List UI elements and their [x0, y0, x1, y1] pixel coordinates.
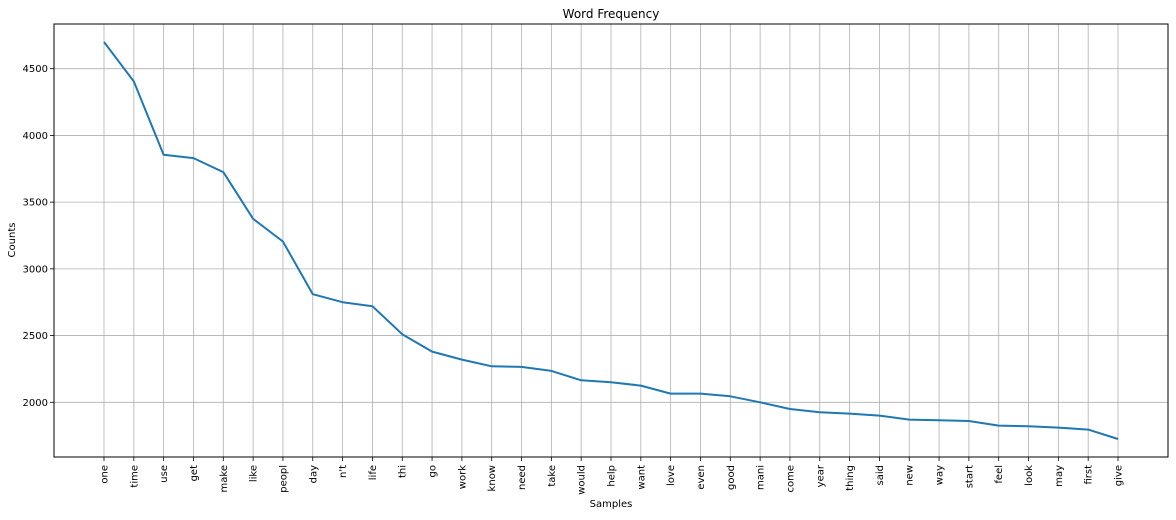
- x-tick-label: start: [964, 465, 975, 488]
- y-tick-label: 4500: [23, 64, 48, 75]
- x-tick-label: good: [726, 465, 737, 490]
- x-tick-label: day: [308, 465, 319, 483]
- x-tick-label: n't: [338, 465, 349, 478]
- y-axis-label: Counts: [7, 223, 18, 258]
- x-tick-label: use: [159, 465, 170, 483]
- x-tick-label: feel: [994, 465, 1005, 484]
- x-tick-label: first: [1084, 465, 1095, 485]
- x-tick-label: thing: [845, 465, 856, 491]
- x-tick-label: mani: [756, 465, 767, 490]
- x-tick-label: year: [815, 464, 826, 487]
- x-tick-label: make: [219, 465, 230, 492]
- x-tick-label: peopl: [278, 465, 289, 493]
- y-tick-label: 4000: [23, 131, 48, 142]
- x-tick-label: life: [368, 465, 379, 480]
- x-tick-label: thi: [398, 465, 409, 478]
- x-axis-ticks: one time use get make like peopl day n't life thi g…: [100, 457, 1125, 495]
- grid: [54, 24, 1168, 457]
- x-tick-label: would: [577, 465, 588, 495]
- chart-title: Word Frequency: [563, 7, 660, 21]
- y-axis-ticks: 2000 2500 3000 3500 4000 4500: [23, 64, 54, 409]
- x-tick-label: give: [1114, 465, 1125, 486]
- x-tick-label: like: [249, 465, 260, 482]
- y-tick-label: 3000: [23, 264, 48, 275]
- x-tick-label: new: [905, 465, 916, 486]
- x-tick-label: know: [487, 465, 498, 491]
- x-tick-label: love: [666, 465, 677, 486]
- y-tick-label: 2000: [23, 398, 48, 409]
- y-tick-label: 2500: [23, 331, 48, 342]
- x-tick-label: look: [1024, 465, 1035, 486]
- y-tick-label: 3500: [23, 198, 48, 209]
- x-tick-label: way: [935, 465, 946, 485]
- x-tick-label: get: [189, 465, 200, 482]
- x-tick-label: said: [875, 465, 886, 485]
- x-tick-label: may: [1054, 465, 1065, 487]
- x-tick-label: want: [636, 465, 647, 490]
- x-tick-label: come: [785, 465, 796, 493]
- x-tick-label: help: [607, 465, 618, 487]
- x-tick-label: even: [696, 465, 707, 490]
- x-tick-label: need: [517, 465, 528, 490]
- x-tick-label: time: [129, 465, 140, 488]
- x-axis-label: Samples: [590, 499, 633, 510]
- x-tick-label: go: [428, 465, 439, 477]
- x-tick-label: take: [547, 465, 558, 487]
- x-tick-label: work: [457, 465, 468, 489]
- x-tick-label: one: [100, 465, 111, 484]
